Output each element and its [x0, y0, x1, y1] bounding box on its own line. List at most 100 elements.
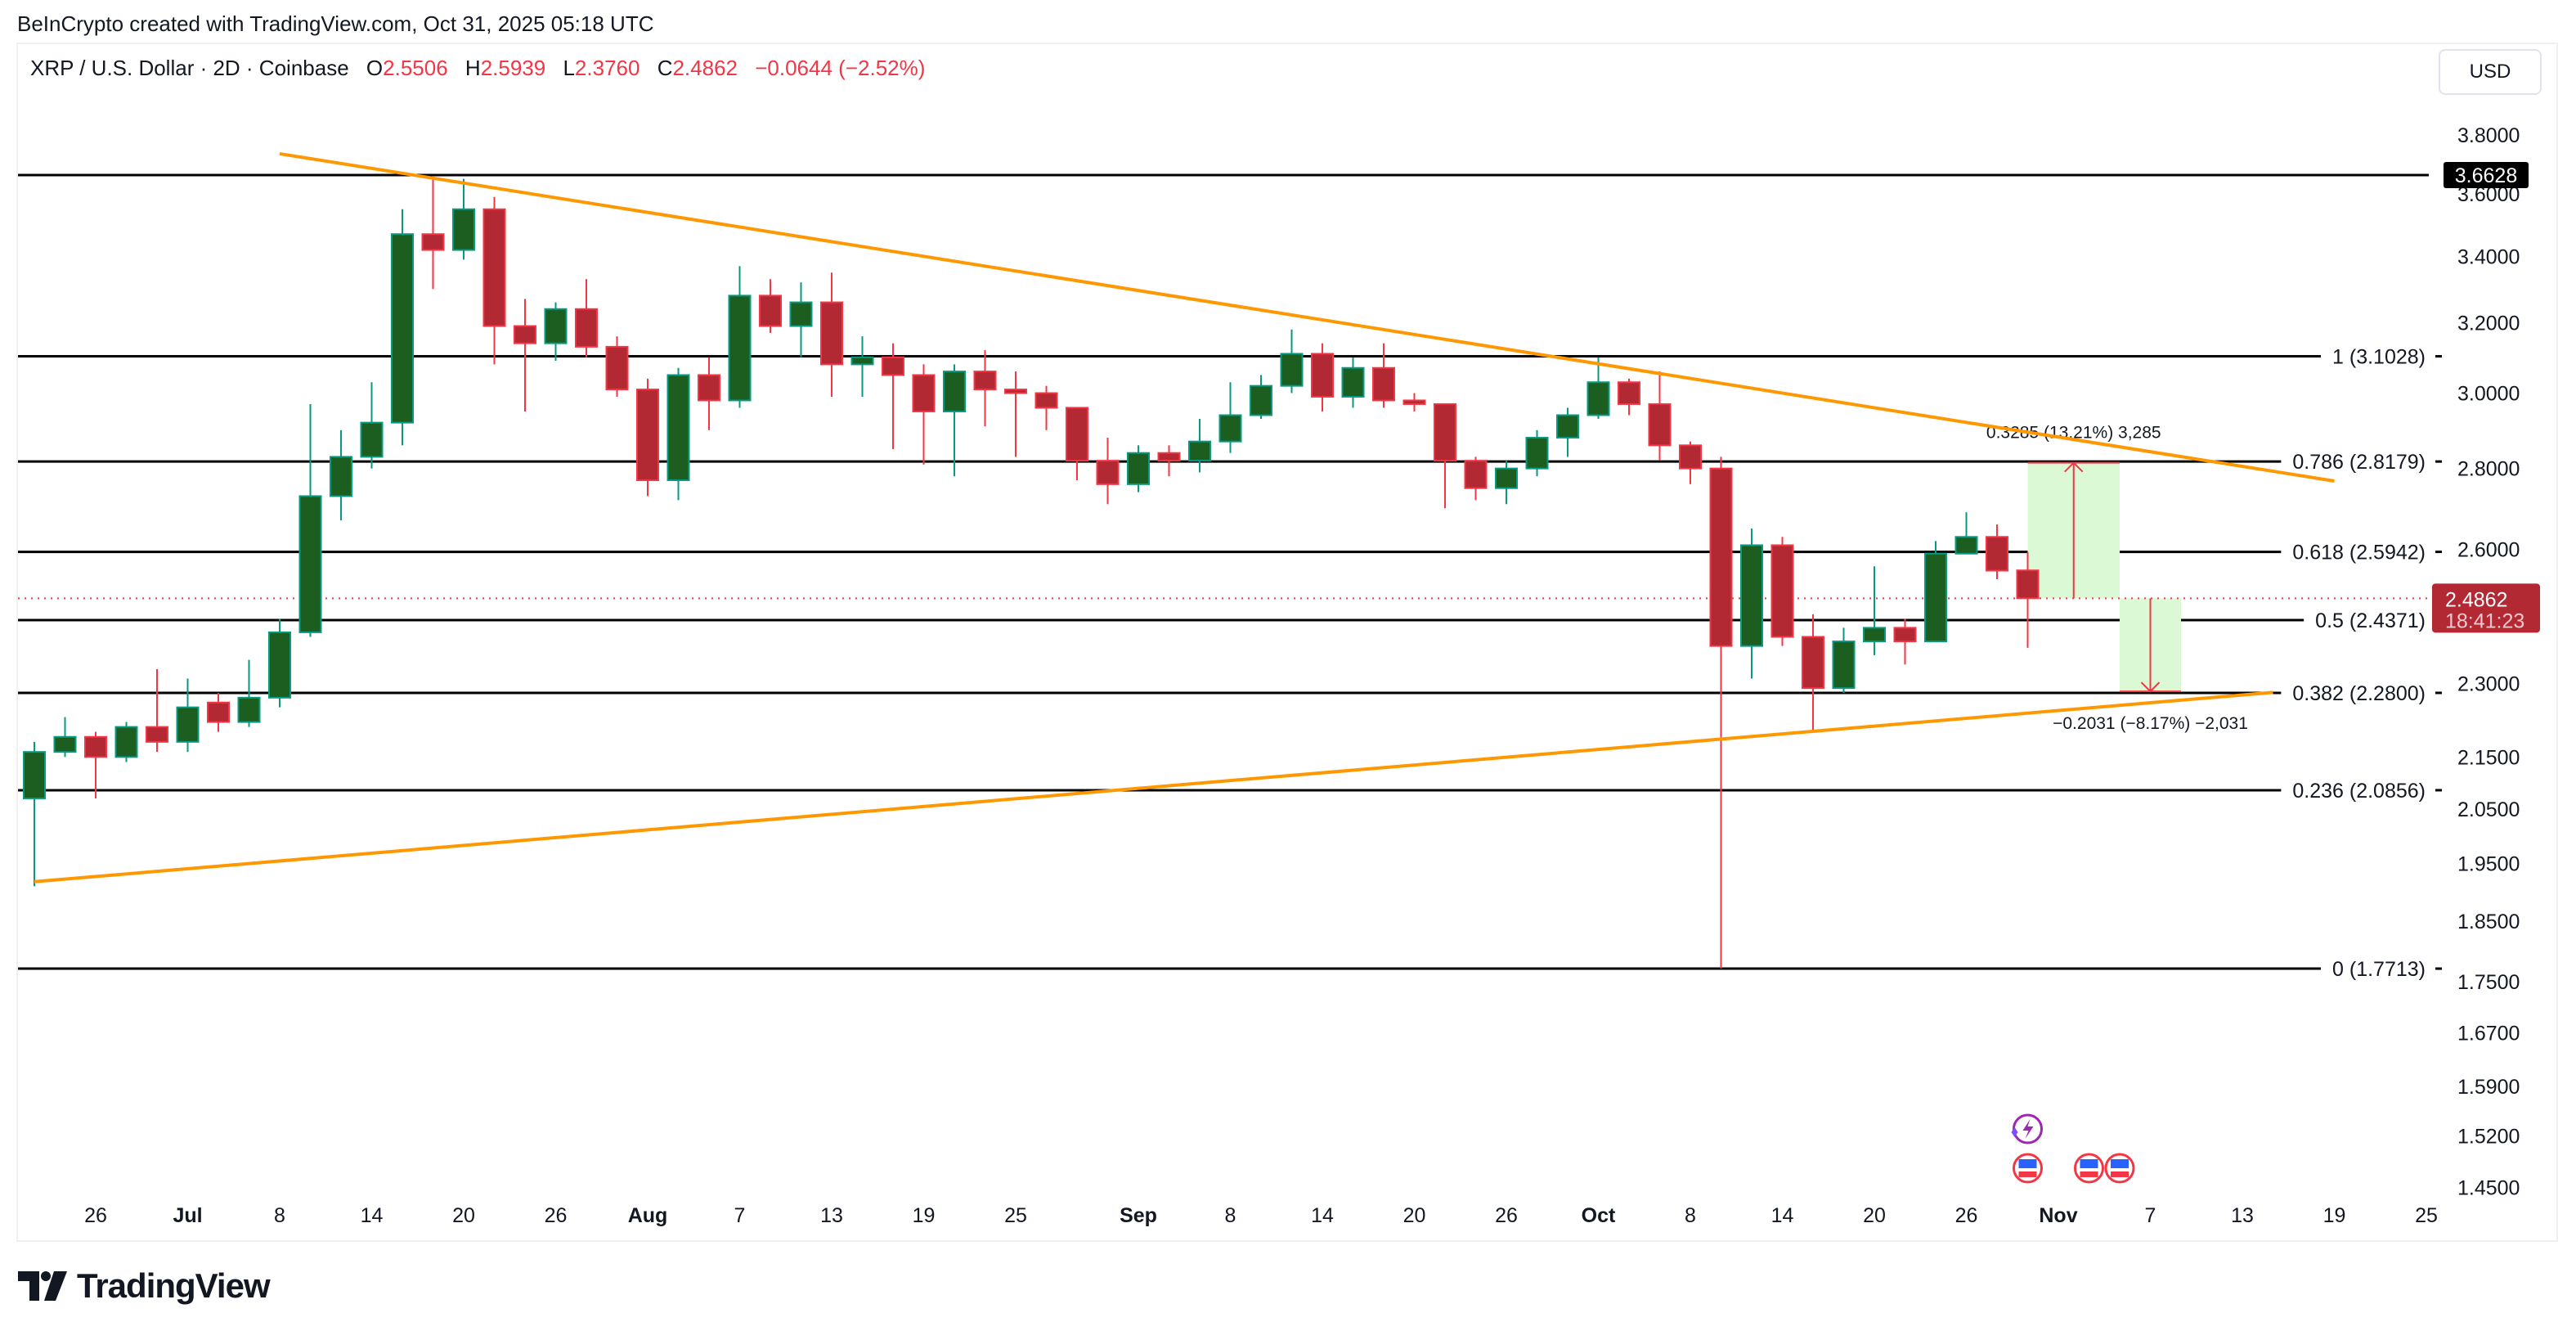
candle-body	[1127, 452, 1150, 485]
candle[interactable]	[1495, 461, 1518, 505]
candle[interactable]	[1402, 393, 1426, 411]
trendline[interactable]	[279, 151, 2335, 483]
candle[interactable]	[1832, 627, 1856, 693]
candle[interactable]	[1586, 357, 1610, 420]
candle[interactable]	[1525, 429, 1549, 477]
candle-body	[330, 456, 352, 497]
candle[interactable]	[1924, 541, 1947, 643]
candle-body	[1034, 392, 1058, 409]
candle-body	[1802, 636, 1824, 690]
candle-body	[973, 371, 997, 391]
candle-body	[23, 751, 46, 799]
candle[interactable]	[943, 364, 966, 477]
time-axis-label: 14	[1311, 1204, 1334, 1227]
candle[interactable]	[1802, 614, 1824, 732]
candle[interactable]	[360, 382, 384, 469]
candle[interactable]	[298, 403, 322, 637]
candle[interactable]	[666, 367, 690, 501]
candle-body	[1986, 536, 2008, 572]
candle[interactable]	[544, 302, 568, 362]
time-axis-label: 26	[1955, 1204, 1978, 1227]
candle[interactable]	[514, 299, 536, 411]
candle-body	[421, 233, 445, 251]
us-flag-event-icon[interactable]	[2013, 1153, 2043, 1184]
candle[interactable]	[1280, 329, 1304, 393]
candle[interactable]	[1311, 343, 1334, 411]
time-axis-label: 14	[1771, 1204, 1794, 1227]
candle[interactable]	[789, 282, 813, 357]
candle-body	[1280, 353, 1304, 387]
trendline[interactable]	[34, 690, 2273, 884]
candle[interactable]	[1740, 528, 1763, 679]
candle[interactable]	[53, 717, 77, 758]
candle[interactable]	[850, 336, 874, 397]
candle[interactable]	[330, 429, 352, 521]
candle[interactable]	[698, 357, 720, 430]
candle[interactable]	[1954, 512, 1978, 555]
candle[interactable]	[1709, 456, 1733, 969]
tradingview-logo[interactable]: TradingView	[18, 1266, 271, 1306]
candle[interactable]	[1341, 357, 1365, 408]
time-axis-label: 26	[545, 1204, 568, 1227]
candle[interactable]	[1986, 524, 2008, 580]
tradingview-logo-text: TradingView	[77, 1266, 271, 1305]
candle[interactable]	[268, 618, 291, 708]
candle[interactable]	[2016, 551, 2040, 648]
candle[interactable]	[1218, 382, 1242, 453]
candle[interactable]	[1618, 378, 1640, 416]
candle[interactable]	[146, 668, 168, 753]
us-flag-event-icon[interactable]	[2104, 1153, 2135, 1184]
candle[interactable]	[237, 659, 261, 727]
candle[interactable]	[1127, 445, 1150, 492]
candle[interactable]	[575, 279, 598, 357]
candle[interactable]	[1096, 438, 1120, 505]
candle[interactable]	[882, 343, 904, 450]
candle[interactable]	[1679, 441, 1702, 484]
candle-body	[1464, 460, 1488, 489]
candle[interactable]	[391, 209, 414, 446]
fib-level-label: 0.382 (2.2800)	[2292, 682, 2426, 705]
candle[interactable]	[912, 364, 936, 465]
lightning-event-icon[interactable]	[2011, 1113, 2043, 1144]
time-axis-label: Aug	[628, 1204, 668, 1227]
candle[interactable]	[728, 266, 752, 408]
candle[interactable]	[605, 336, 629, 397]
candle[interactable]	[1863, 566, 1886, 655]
candle[interactable]	[759, 279, 782, 333]
candle[interactable]	[1034, 385, 1058, 430]
candle[interactable]	[636, 378, 659, 497]
us-flag-event-icon[interactable]	[2074, 1153, 2104, 1184]
candle[interactable]	[1893, 618, 1917, 665]
currency-button[interactable]: USD	[2439, 49, 2542, 95]
candle[interactable]	[207, 692, 230, 732]
candle-body	[114, 726, 138, 758]
candle[interactable]	[1157, 445, 1181, 477]
candle-body	[1648, 402, 1672, 447]
candle[interactable]	[452, 178, 475, 260]
candle[interactable]	[1556, 407, 1579, 457]
candle[interactable]	[1770, 537, 1794, 646]
candle[interactable]	[84, 731, 107, 798]
candle[interactable]	[1464, 456, 1488, 501]
candle[interactable]	[1188, 419, 1211, 473]
price-range-measure[interactable]: 0.3285 (13.21%) 3,285	[1986, 424, 2161, 599]
symbol-title[interactable]: XRP / U.S. Dollar · 2D · Coinbase	[30, 56, 349, 80]
candle-body	[1004, 389, 1027, 394]
candle-body	[1556, 414, 1579, 439]
candle[interactable]	[1372, 343, 1395, 408]
candle[interactable]	[114, 722, 138, 762]
price-range-measure[interactable]: −0.2031 (−8.17%) −2,031	[2053, 598, 2248, 733]
candle[interactable]	[1648, 371, 1672, 461]
candle[interactable]	[973, 350, 997, 427]
candle[interactable]	[820, 272, 843, 397]
candle[interactable]	[23, 741, 46, 887]
candle[interactable]	[1004, 371, 1027, 457]
candle[interactable]	[1250, 375, 1272, 420]
candle-body	[1341, 366, 1365, 398]
candle[interactable]	[1434, 402, 1456, 509]
candle[interactable]	[176, 678, 200, 753]
candle[interactable]	[482, 196, 506, 365]
candle[interactable]	[421, 176, 445, 290]
candle[interactable]	[1066, 407, 1088, 481]
